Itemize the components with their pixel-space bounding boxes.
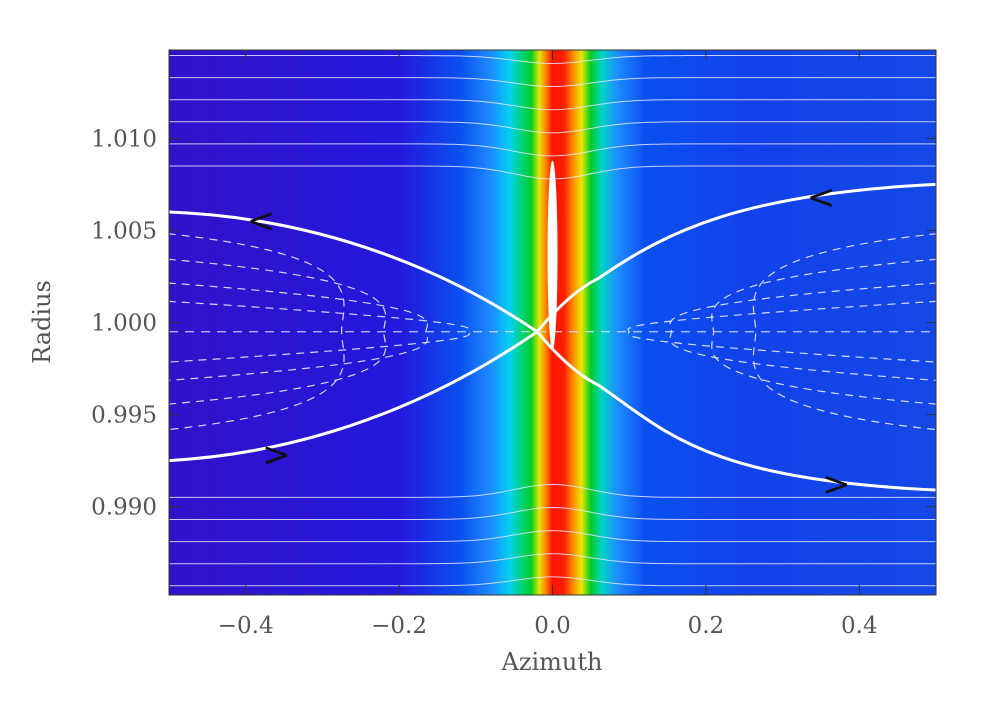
streamline-upper-3: [169, 99, 936, 111]
streamline-upper-2: [169, 121, 936, 134]
flow-arrow-1: >: [262, 435, 291, 475]
y-tick-label-1: 0.995: [91, 403, 157, 429]
x-tick-label-2: 0.0: [534, 613, 571, 639]
separatrix-lines: [169, 182, 936, 492]
x-tick-label-4: 0.4: [841, 613, 878, 639]
flow-arrow-0: <: [247, 201, 276, 241]
separatrix-upper-left-to-lower-right: [169, 210, 936, 492]
horseshoe-contour-left-1: [169, 282, 429, 381]
streamline-upper-7: [169, 11, 936, 17]
horseshoe-contour-left-3: [169, 233, 345, 431]
flow-arrow-3: >: [822, 465, 851, 505]
y-tick-label-4: 1.010: [91, 126, 157, 152]
horseshoe-contour-right-0: [627, 300, 936, 363]
y-axis-ticks: 0.990 0.995 1.000 1.005 1.010: [91, 126, 936, 521]
field-layer: [169, 11, 936, 608]
x-tick-label-0: −0.4: [218, 613, 274, 639]
streamline-lower-0: [169, 483, 936, 498]
x-axis-label: Azimuth: [501, 648, 603, 676]
streamlines: [169, 11, 936, 608]
y-tick-label-0: 0.990: [91, 495, 157, 521]
streamline-upper-5: [169, 55, 936, 65]
streamline-lower-1: [169, 506, 936, 520]
streamline-upper-1: [169, 143, 936, 157]
separatrix-lower-left-to-upper-right: [169, 182, 936, 463]
x-axis-ticks: −0.4 −0.2 0.0 0.2 0.4: [218, 50, 878, 639]
streamline-upper-4: [169, 77, 936, 87]
y-tick-label-3: 1.005: [91, 218, 157, 244]
flow-direction-arrows: < > < >: [247, 177, 851, 504]
planet-marker: [547, 160, 558, 351]
y-tick-label-2: 1.000: [91, 311, 157, 337]
y-axis-label: Radius: [28, 280, 56, 364]
streamline-lower-3: [169, 553, 936, 565]
streamline-lower-5: [169, 600, 936, 608]
horseshoe-contour-left-0: [169, 300, 470, 363]
x-tick-label-3: 0.2: [688, 613, 725, 639]
horseshoe-contour-left-2: [169, 258, 387, 405]
flow-arrow-2: <: [807, 177, 836, 217]
streamline-lower-2: [169, 530, 936, 543]
streamline-upper-6: [169, 33, 936, 40]
x-tick-label-1: −0.2: [371, 613, 427, 639]
streamline-lower-4: [169, 576, 936, 587]
